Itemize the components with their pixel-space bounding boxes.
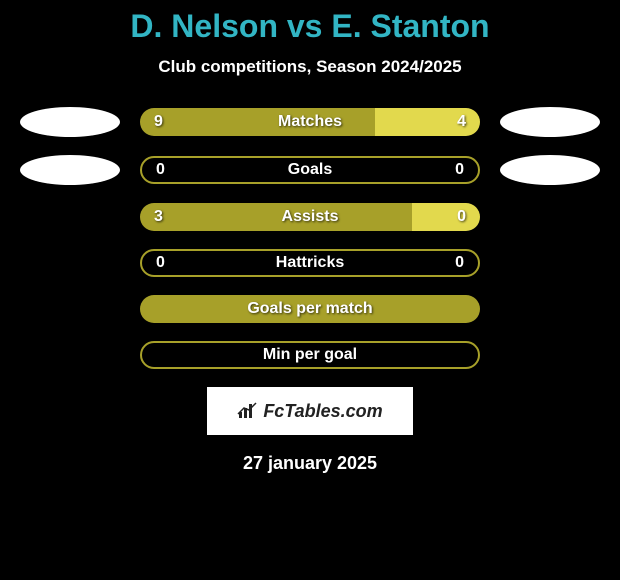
bar-right-fill (412, 203, 480, 231)
stat-bar: Goals per match (140, 295, 480, 323)
date-text: 27 january 2025 (0, 453, 620, 474)
stat-bar: 0 Hattricks 0 (140, 249, 480, 277)
stat-row: 0 Goals 0 (0, 155, 620, 185)
stat-row: 9 Matches 4 (0, 107, 620, 137)
player1-marker (20, 155, 120, 185)
logo-text: FcTables.com (263, 401, 382, 422)
page-title: D. Nelson vs E. Stanton (0, 8, 620, 45)
stat-label: Hattricks (276, 254, 344, 272)
stat-value-left: 3 (154, 208, 163, 226)
stat-bar: 9 Matches 4 (140, 108, 480, 136)
stat-row: 0 Hattricks 0 (0, 249, 620, 277)
stat-label: Goals per match (247, 300, 372, 318)
comparison-infographic: D. Nelson vs E. Stanton Club competition… (0, 0, 620, 474)
stat-label: Goals (288, 161, 332, 179)
stat-row: Min per goal (0, 341, 620, 369)
title-vs: vs (287, 8, 323, 44)
player1-marker (20, 107, 120, 137)
stat-value-right: 0 (455, 254, 464, 272)
title-player2: E. Stanton (331, 8, 489, 44)
stat-value-left: 0 (156, 161, 165, 179)
player2-marker (500, 107, 600, 137)
stat-value-left: 0 (156, 254, 165, 272)
stat-row: Goals per match (0, 295, 620, 323)
fctables-logo: FcTables.com (207, 387, 413, 435)
stat-row: 3 Assists 0 (0, 203, 620, 231)
stat-rows: 9 Matches 4 0 Goals 0 3 Assists 0 0 Hattricks 0 Goal… (0, 107, 620, 369)
stat-bar: Min per goal (140, 341, 480, 369)
stat-value-left: 9 (154, 113, 163, 131)
chart-icon (237, 402, 259, 420)
stat-bar: 3 Assists 0 (140, 203, 480, 231)
bar-left-fill (140, 203, 412, 231)
stat-value-right: 0 (455, 161, 464, 179)
stat-label: Assists (282, 208, 339, 226)
stat-bar: 0 Goals 0 (140, 156, 480, 184)
player2-marker (500, 155, 600, 185)
stat-value-right: 4 (457, 113, 466, 131)
stat-value-right: 0 (457, 208, 466, 226)
title-player1: D. Nelson (130, 8, 278, 44)
stat-label: Matches (278, 113, 342, 131)
subtitle: Club competitions, Season 2024/2025 (0, 57, 620, 77)
stat-label: Min per goal (263, 346, 357, 364)
